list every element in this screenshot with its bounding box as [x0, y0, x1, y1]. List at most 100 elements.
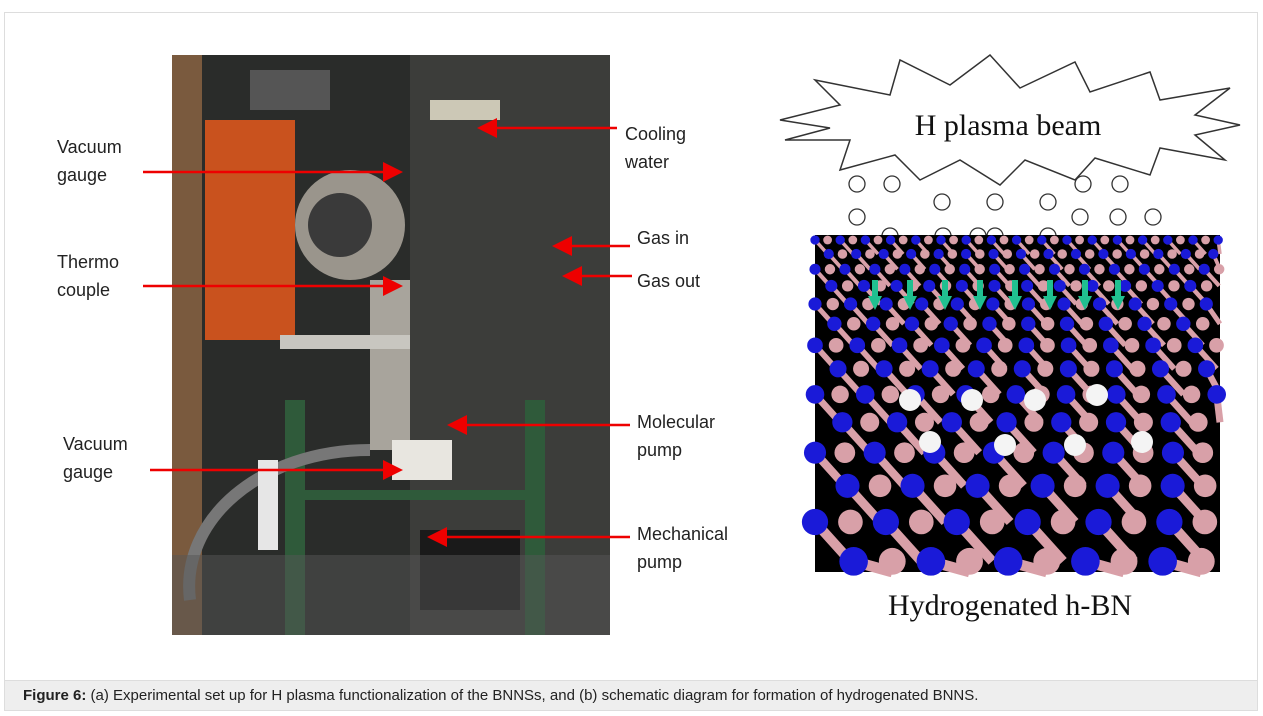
n-atom [966, 474, 990, 498]
b-atom [1024, 413, 1043, 432]
n-atom [1126, 249, 1136, 259]
b-atom [823, 236, 832, 245]
n-atom [1156, 509, 1182, 535]
schematic-label: Hydrogenated h-BN [888, 589, 1132, 622]
b-atom [920, 249, 930, 259]
n-atom [923, 280, 935, 292]
n-atom [1113, 235, 1122, 244]
h-atom [849, 209, 865, 225]
b-atom [848, 236, 857, 245]
n-atom [1007, 385, 1026, 404]
n-atom [1012, 235, 1021, 244]
n-atom [905, 317, 919, 331]
n-atom [982, 317, 996, 331]
n-atom [1086, 280, 1098, 292]
label-line: Cooling [625, 124, 686, 144]
n-atom [1106, 412, 1126, 432]
n-atom [839, 547, 868, 576]
h-atom [1040, 194, 1056, 210]
n-atom [1096, 474, 1120, 498]
n-atom [936, 235, 945, 244]
n-atom [1139, 264, 1150, 275]
n-atom [810, 235, 819, 244]
lattice [802, 235, 1226, 576]
b-atom [1064, 475, 1087, 498]
b-atom [998, 338, 1013, 353]
n-atom [1152, 360, 1169, 377]
h-atom [1075, 176, 1091, 192]
n-atom [962, 235, 971, 244]
n-atom [1102, 442, 1124, 464]
h-bonded [961, 389, 983, 411]
n-atom [1164, 297, 1177, 310]
n-atom [1162, 442, 1184, 464]
n-atom [864, 442, 886, 464]
n-atom [1199, 264, 1210, 275]
b-atom [871, 338, 886, 353]
b-atom [932, 386, 949, 403]
n-atom [887, 412, 907, 432]
label-line: pump [637, 440, 682, 460]
b-atom [842, 280, 853, 291]
b-atom [847, 317, 860, 330]
label-line: Vacuum [63, 434, 128, 454]
b-atom [1189, 413, 1208, 432]
b-atom [1080, 317, 1093, 330]
b-atom [1176, 236, 1185, 245]
h-bonded [1086, 384, 1108, 406]
b-atom [924, 236, 933, 245]
b-atom [1112, 249, 1122, 259]
n-atom [1088, 235, 1097, 244]
n-atom [934, 249, 944, 259]
n-atom [996, 412, 1016, 432]
b-atom [982, 386, 999, 403]
h-atom [1112, 176, 1128, 192]
n-atom [892, 338, 908, 354]
n-atom [1079, 264, 1090, 275]
n-atom [922, 360, 939, 377]
b-atom [1030, 249, 1040, 259]
n-atom [986, 297, 999, 310]
b-atom [1195, 249, 1205, 259]
h-atom [1072, 209, 1088, 225]
n-atom [839, 264, 850, 275]
b-atom [1094, 264, 1104, 274]
label: Vacuumgauge [57, 137, 122, 185]
label-line: Gas in [637, 228, 689, 248]
n-atom [1054, 280, 1066, 292]
caption-label: Figure 6: [23, 687, 86, 704]
label-line: gauge [57, 165, 107, 185]
n-atom [1137, 317, 1151, 331]
n-atom [876, 360, 893, 377]
b-atom [974, 236, 983, 245]
b-atom [945, 264, 955, 274]
n-atom [1071, 249, 1081, 259]
n-atom [1106, 360, 1123, 377]
n-atom [830, 360, 847, 377]
b-atom [829, 338, 844, 353]
plasma-label: H plasma beam [915, 109, 1102, 142]
b-atom [1082, 338, 1097, 353]
b-atom [945, 361, 961, 377]
n-atom [1022, 297, 1035, 310]
b-atom [1002, 317, 1015, 330]
green-arrow [872, 280, 878, 298]
b-atom [1075, 236, 1084, 245]
caption: Figure 6: (a) Experimental set up for H … [5, 680, 1257, 710]
n-atom [836, 235, 845, 244]
b-atom [1003, 249, 1013, 259]
n-atom [917, 547, 946, 576]
n-atom [1188, 338, 1204, 354]
h-atoms [849, 176, 1161, 244]
green-arrow [942, 280, 948, 298]
green-arrow [1047, 280, 1053, 298]
b-atom [956, 548, 983, 575]
n-atom [1107, 385, 1126, 404]
n-atom [1145, 338, 1161, 354]
n-atom [976, 338, 992, 354]
b-atom [1033, 548, 1060, 575]
figure: H plasma beam Hydrogenated h-BN Vacuumga… [0, 0, 1263, 716]
h-bonded [1024, 389, 1046, 411]
n-atom [827, 317, 841, 331]
